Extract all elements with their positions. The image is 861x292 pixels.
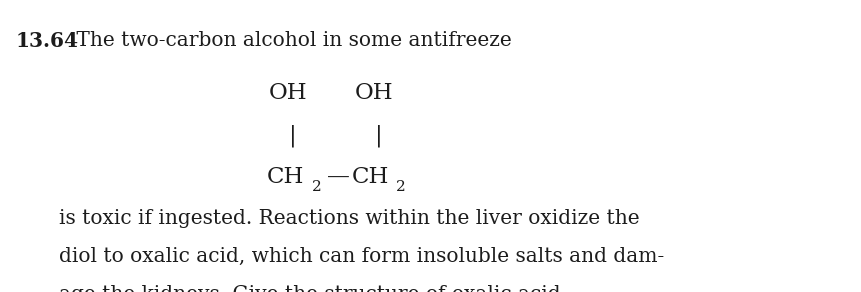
Text: age the kidneys. Give the structure of oxalic acid.: age the kidneys. Give the structure of o… [59,285,567,292]
Text: OH: OH [356,82,393,104]
Text: The two-carbon alcohol in some antifreeze: The two-carbon alcohol in some antifreez… [70,31,511,50]
Text: CH: CH [267,166,304,188]
Text: 2: 2 [312,180,321,194]
Text: OH: OH [269,82,307,104]
Text: |: | [375,124,383,147]
Text: 2: 2 [396,180,406,194]
Text: is toxic if ingested. Reactions within the liver oxidize the: is toxic if ingested. Reactions within t… [59,209,639,228]
Text: 13.64: 13.64 [15,31,78,51]
Text: CH: CH [351,166,388,188]
Text: diol to oxalic acid, which can form insoluble salts and dam-: diol to oxalic acid, which can form inso… [59,247,664,266]
Text: —: — [327,166,350,188]
Text: |: | [288,124,297,147]
